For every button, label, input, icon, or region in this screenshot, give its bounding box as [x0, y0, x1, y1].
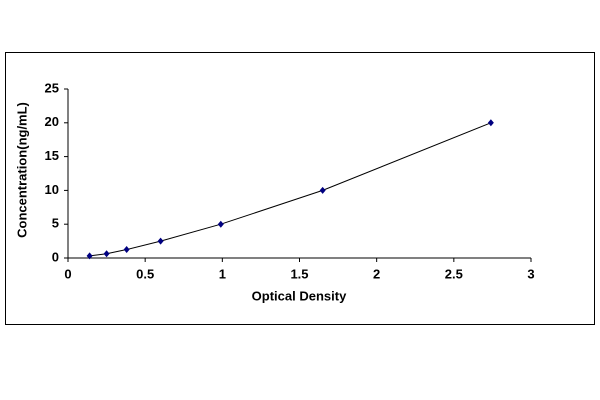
x-tick-label: 1 — [219, 266, 226, 281]
x-axis-label: Optical Density — [252, 288, 347, 303]
x-tick-label: 3 — [527, 266, 534, 281]
data-point — [157, 237, 164, 245]
data-point — [319, 186, 326, 194]
chart-frame — [5, 52, 595, 325]
x-tick-label: 1.5 — [290, 266, 308, 281]
y-tick-label: 10 — [45, 182, 59, 197]
x-tick-label: 2 — [373, 266, 380, 281]
y-tick-label: 0 — [52, 249, 59, 264]
y-tick-label: 25 — [45, 80, 59, 95]
y-tick-label: 5 — [52, 216, 59, 231]
data-point — [123, 246, 130, 254]
data-point — [86, 252, 93, 260]
data-point — [103, 250, 110, 258]
data-point — [217, 220, 224, 228]
x-tick-label: 0 — [64, 266, 71, 281]
y-tick-label: 20 — [45, 114, 59, 129]
x-tick-label: 0.5 — [136, 266, 154, 281]
y-tick-label: 15 — [45, 148, 59, 163]
data-point — [487, 119, 494, 127]
y-axis-label: Concentration(ng/mL) — [14, 102, 29, 238]
x-tick-label: 2.5 — [445, 266, 463, 281]
